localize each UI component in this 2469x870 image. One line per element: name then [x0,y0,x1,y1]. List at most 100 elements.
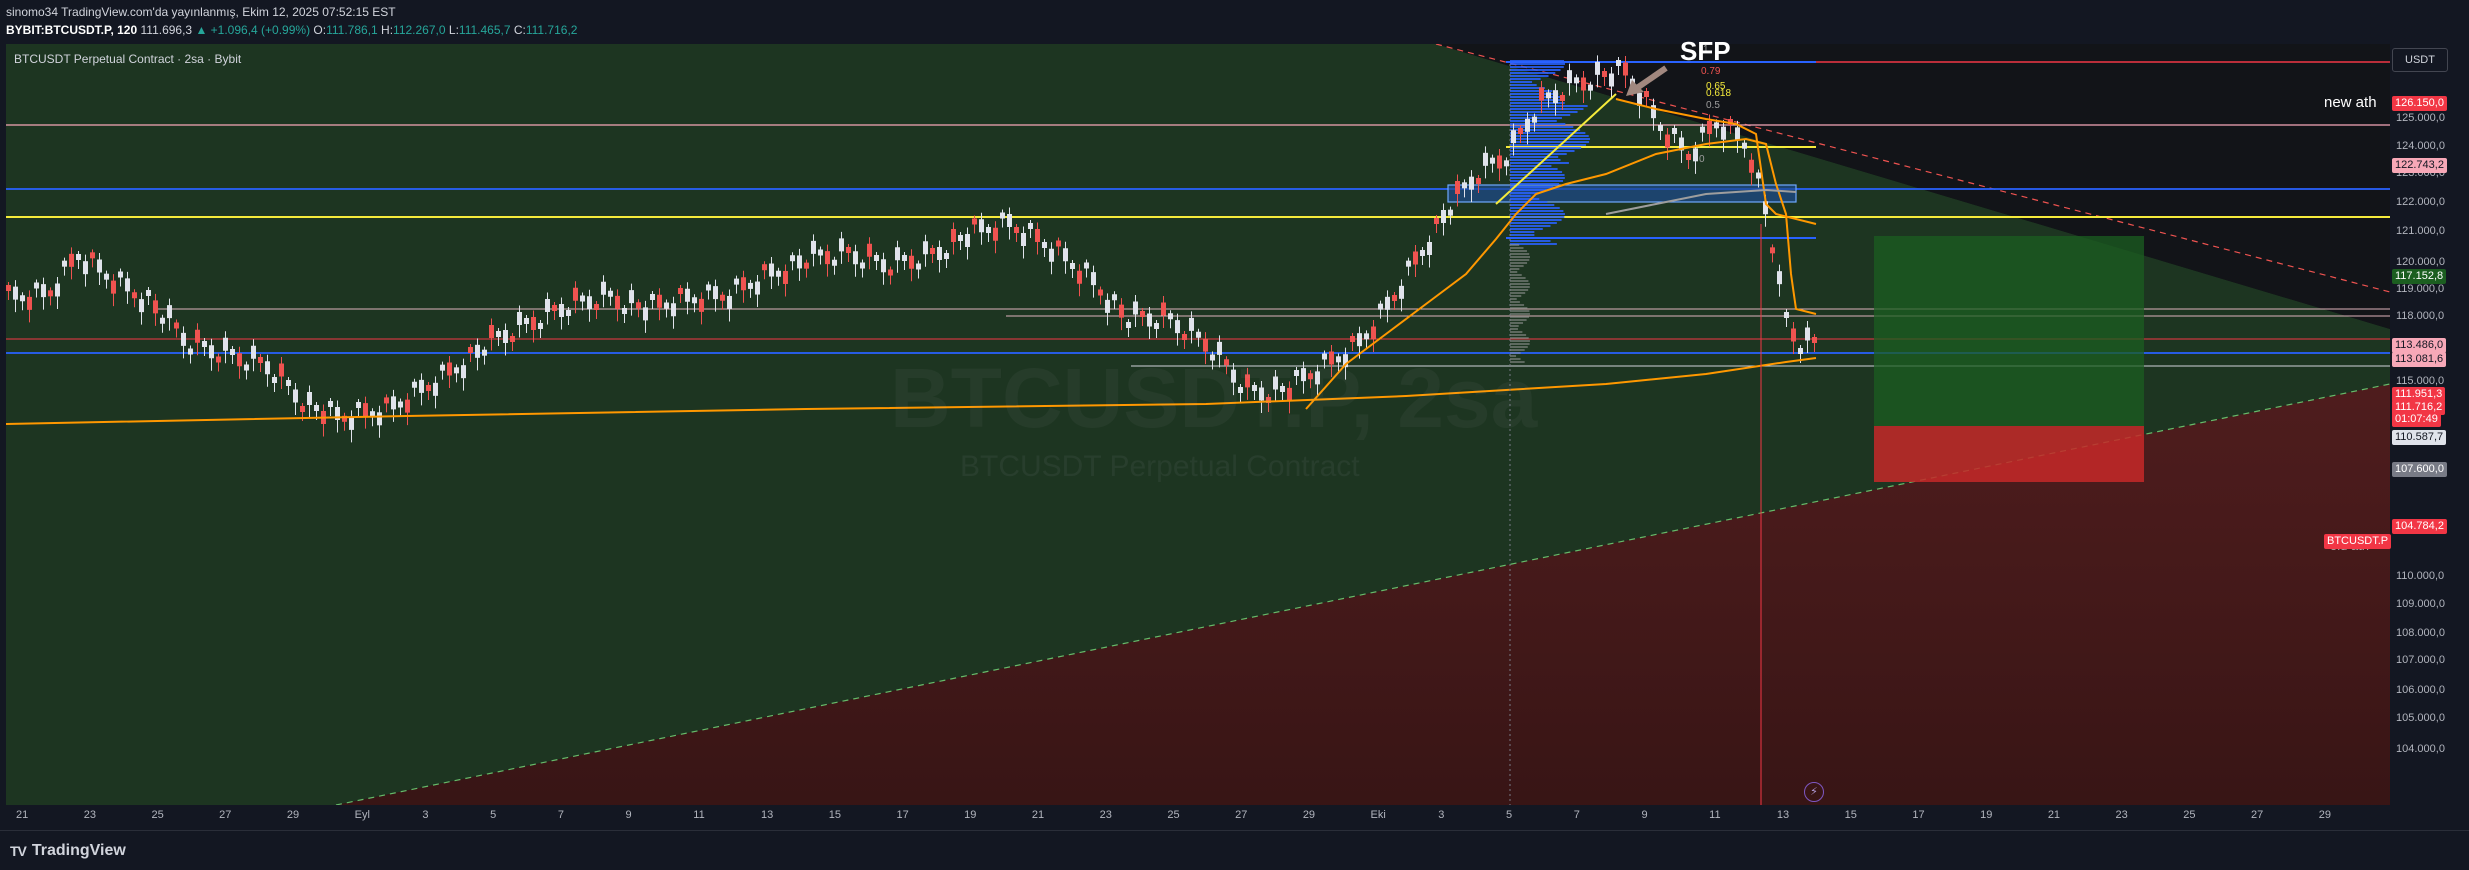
candle-body [41,284,46,298]
volume-bar [1510,340,1530,342]
volume-bar [1510,96,1563,98]
candle-body [1063,248,1068,262]
candle-body [202,341,207,347]
volume-bar [1510,78,1541,80]
price-tick: 104.000,0 [2396,743,2445,755]
candle-body [1574,77,1579,84]
chart-title: BTCUSDT Perpetual Contract · 2sa · Bybit [14,52,242,66]
candle-body [1098,289,1103,296]
volume-bar [1510,66,1564,68]
candle-body [727,295,732,309]
candle-body [552,305,557,311]
volume-bar [1510,108,1584,110]
candle-body [1413,251,1418,265]
volume-bar [1510,144,1587,146]
time-tick: 15 [828,809,841,821]
volume-bar [1510,210,1564,212]
candle-body [1812,337,1817,343]
volume-bar [1510,129,1581,131]
time-tick: 13 [761,809,774,821]
candle-body [1049,248,1054,262]
candle-body [1504,160,1509,167]
time-tick: 15 [1844,809,1857,821]
candle-body [6,285,11,291]
fib-label-05: 0.5 [1706,100,1720,111]
close-label: C: [513,23,526,37]
author-line: sinomo34 TradingView.com'da yayınlanmış,… [6,5,396,19]
currency-button[interactable]: USDT [2392,48,2448,72]
volume-bar [1510,283,1530,285]
time-tick: 11 [693,809,705,821]
candle-body [1385,296,1390,310]
fib-label-065: 0.65 [1706,81,1726,92]
volume-bar [1510,228,1543,230]
lightning-icon[interactable]: ⚡ [1804,782,1824,802]
candle-body [1420,250,1425,256]
candle-body [83,261,88,275]
price-tag: 111.951,3 [2392,387,2446,402]
volume-bar [1510,99,1565,101]
candle-body [986,227,991,233]
time-tick: 19 [964,809,977,821]
volume-bar [1510,286,1530,288]
symbol-label[interactable]: BYBIT:BTCUSDT.P, 120 [6,23,138,37]
header-bar: sinomo34 TradingView.com'da yayınlanmış,… [0,0,2469,40]
candle-body [1714,122,1719,129]
candle-body [1588,84,1593,91]
volume-bar [1510,322,1524,324]
candle-body [1000,212,1005,219]
candle-body [615,295,620,309]
candle-body [566,310,571,316]
chart-drawing[interactable]: 0.79 0.65 0.618 0.5 1 0 [6,44,2390,805]
candle-body [1280,386,1285,392]
volume-bar [1510,174,1565,176]
candle-body [671,303,676,317]
candle-body [1406,260,1411,267]
time-tick: 5 [1506,809,1513,821]
candle-body [1154,323,1159,329]
candle-body [839,238,844,252]
price-axis[interactable]: 125.000,0 124.000,0 123.000,0 122.000,0 121.… [2390,44,2463,805]
high-label: H: [381,23,394,37]
stop-zone [1874,426,2144,482]
candle-body [797,255,802,269]
candle-body [650,294,655,300]
time-tick: 29 [286,809,300,821]
volume-bar [1510,313,1530,315]
chart-canvas[interactable]: 0.79 0.65 0.618 0.5 1 0 [6,44,2390,805]
price-tick: 107.000,0 [2396,654,2445,666]
candle-body [874,255,879,261]
volume-bar [1510,132,1586,134]
candle-body [643,307,648,321]
fib-label-0: 0 [1699,154,1705,165]
candle-body [279,363,284,377]
open-value: 111.786,1 [326,23,378,37]
volume-bar [1510,256,1530,258]
volume-bar [1510,111,1578,113]
volume-bar [1510,114,1571,116]
brand-name: TradingView [31,842,126,859]
volume-bar [1510,84,1537,86]
volume-bar [1510,343,1530,345]
candle-body [636,302,641,309]
tradingview-logo[interactable]: TV TradingView [10,842,126,860]
candle-body [559,304,564,317]
volume-bar [1510,102,1565,104]
candle-body [510,336,515,342]
candle-body [356,402,361,408]
candle-body [1581,77,1586,91]
price-tick: 106.000,0 [2396,684,2445,696]
candle-body [1007,214,1012,227]
volume-bar [1510,319,1527,321]
volume-bar [1510,165,1552,167]
time-axis[interactable]: 21 23 25 27 29 Eyl 3 5 7 9 11 13 15 17 19 21 23 25 27 29 Eki… [6,805,2390,827]
price-tag: 113.486,0 [2392,338,2447,353]
candle-body [538,323,543,329]
volume-bar [1510,198,1540,200]
sfp-arrow-head [1626,80,1644,96]
volume-bar [1510,280,1529,282]
volume-bar [1510,141,1590,143]
candle-body [888,269,893,276]
candle-body [426,385,431,391]
candle-body [1294,370,1299,376]
